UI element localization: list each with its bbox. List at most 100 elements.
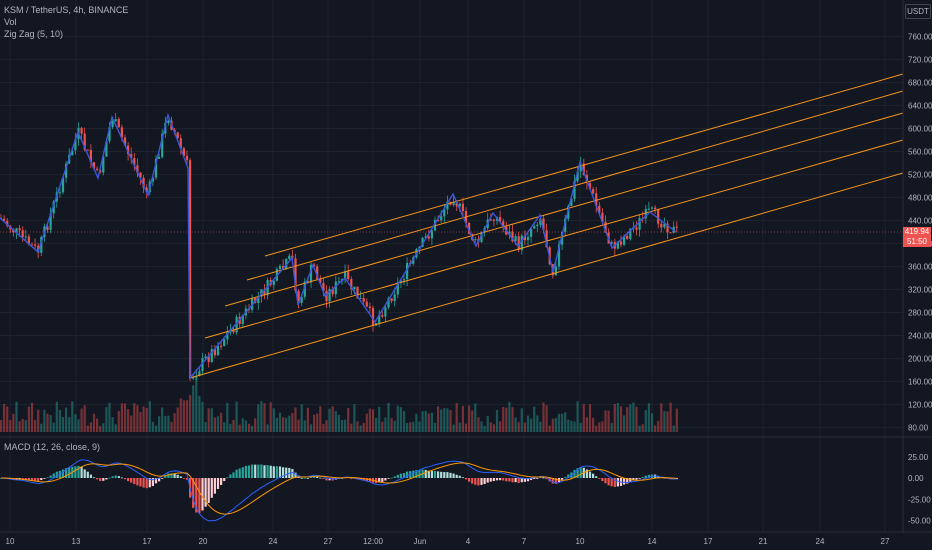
candle-body <box>223 339 226 346</box>
volume-bar <box>477 417 480 432</box>
volume-bars <box>0 377 678 432</box>
macd-indicator-label[interactable]: MACD (12, 26, close, 9) <box>4 442 101 452</box>
volume-bar <box>235 401 238 432</box>
macd-histogram-bar <box>437 471 440 478</box>
candle-body <box>511 231 514 242</box>
volume-bar <box>356 421 359 432</box>
candle-body <box>30 244 34 246</box>
time-tick-label: Jun <box>414 537 427 546</box>
macd-histogram-bar <box>567 474 570 478</box>
macd-histogram-bar <box>399 473 402 478</box>
volume-bar <box>567 419 570 432</box>
candle-body <box>446 201 449 210</box>
candle-body <box>644 209 647 219</box>
volume-bar <box>213 417 216 432</box>
macd-histogram-bar <box>99 478 102 481</box>
macd-histogram-bar <box>616 478 619 487</box>
candle-body <box>220 345 223 347</box>
volume-bar <box>99 425 102 432</box>
volume-bar <box>629 404 632 432</box>
volume-bar <box>89 422 92 432</box>
volume-bar <box>440 409 443 432</box>
macd-histogram-bar <box>275 466 278 478</box>
time-tick-label: 17 <box>704 537 713 546</box>
candle-body <box>235 316 238 333</box>
macd-histogram-bar <box>635 478 638 480</box>
macd-histogram-bar <box>167 473 170 478</box>
volume-bar <box>21 418 24 432</box>
macd-histogram-bar <box>514 478 517 483</box>
volume-bar <box>443 407 446 432</box>
macd-histogram-bar <box>533 478 536 480</box>
candle-body <box>347 271 350 280</box>
volume-bar <box>564 412 567 432</box>
candle-body <box>120 127 123 138</box>
volume-bar <box>582 403 585 432</box>
volume-bar <box>46 413 49 432</box>
volume-bar <box>80 408 83 432</box>
macd-histogram-bar <box>86 471 89 478</box>
macd-histogram-bar <box>523 478 526 482</box>
price-axis[interactable]: 760.00 720.00 680.00 640.00 600.00 560.00 520.… <box>908 32 932 432</box>
volume-bar <box>195 377 198 432</box>
candle-body <box>427 236 430 239</box>
time-tick-label: 10 <box>576 537 585 546</box>
candle-body <box>480 232 483 243</box>
macd-histogram-bar <box>83 469 86 478</box>
channel-lines[interactable] <box>189 73 904 379</box>
price-tick-label: 480.00 <box>908 193 932 202</box>
volume-bar <box>313 414 316 432</box>
macd-histogram-bar <box>433 470 437 478</box>
macd-histogram-bar <box>247 465 251 478</box>
macd-histogram-bar <box>195 478 198 513</box>
candle-body <box>185 155 189 161</box>
macd-histogram-bar <box>505 478 508 482</box>
time-axis[interactable]: 10 13 17 20 24 27 12:00 Jun 4 7 10 14 17 21 24 27 <box>6 537 890 546</box>
macd-histogram-bar <box>30 478 34 481</box>
price-tick-label: 80.00 <box>908 423 929 432</box>
candle-body <box>619 241 623 245</box>
price-tick-label: 760.00 <box>908 32 932 41</box>
volume-bar <box>322 423 325 432</box>
volume-bar <box>362 423 365 432</box>
candle-body <box>406 262 409 280</box>
volume-indicator-label[interactable]: Vol <box>4 17 17 27</box>
candle-body <box>492 219 495 221</box>
candle-body <box>27 236 30 245</box>
macd-histogram-bar <box>427 470 430 478</box>
volume-bar <box>619 406 623 432</box>
macd-histogram-bar <box>350 478 353 479</box>
macd-histogram-bar <box>480 478 483 485</box>
macd-histogram-bar <box>492 478 495 482</box>
symbol-title[interactable]: KSM / TetherUS, 4h, BINANCE <box>4 5 129 15</box>
macd-histogram-bar <box>43 478 46 479</box>
volume-bar <box>446 408 449 432</box>
price-tick-label: 560.00 <box>908 147 932 156</box>
candle-body <box>468 222 471 234</box>
macd-histogram-bar <box>576 468 579 478</box>
candle-body <box>319 278 322 284</box>
macd-histogram-bar <box>588 471 592 478</box>
candle-body <box>499 217 502 222</box>
volume-bar <box>502 406 505 432</box>
macd-histogram-bar <box>412 470 415 478</box>
macd-axis[interactable]: 25.00 0.00 -25.00 -50.00 <box>908 453 931 526</box>
currency-button[interactable]: USDT <box>905 4 931 19</box>
volume-bar <box>173 413 176 432</box>
macd-histogram-bar <box>108 477 111 479</box>
volume-bar <box>570 420 573 432</box>
candle-body <box>564 218 567 232</box>
candle-body <box>626 235 629 239</box>
candle-body <box>154 158 158 178</box>
candle-body <box>647 208 650 210</box>
zigzag-indicator-label[interactable]: Zig Zag (5, 10) <box>4 29 64 39</box>
macd-histogram-bar <box>282 467 285 478</box>
macd-histogram-bar <box>164 475 167 478</box>
chart-grid <box>0 0 903 532</box>
candle-body <box>303 281 306 297</box>
macd-histogram-bar <box>235 469 238 478</box>
macd-histogram-bar <box>604 478 607 484</box>
candle-body <box>421 237 424 247</box>
candle-body <box>582 163 585 176</box>
